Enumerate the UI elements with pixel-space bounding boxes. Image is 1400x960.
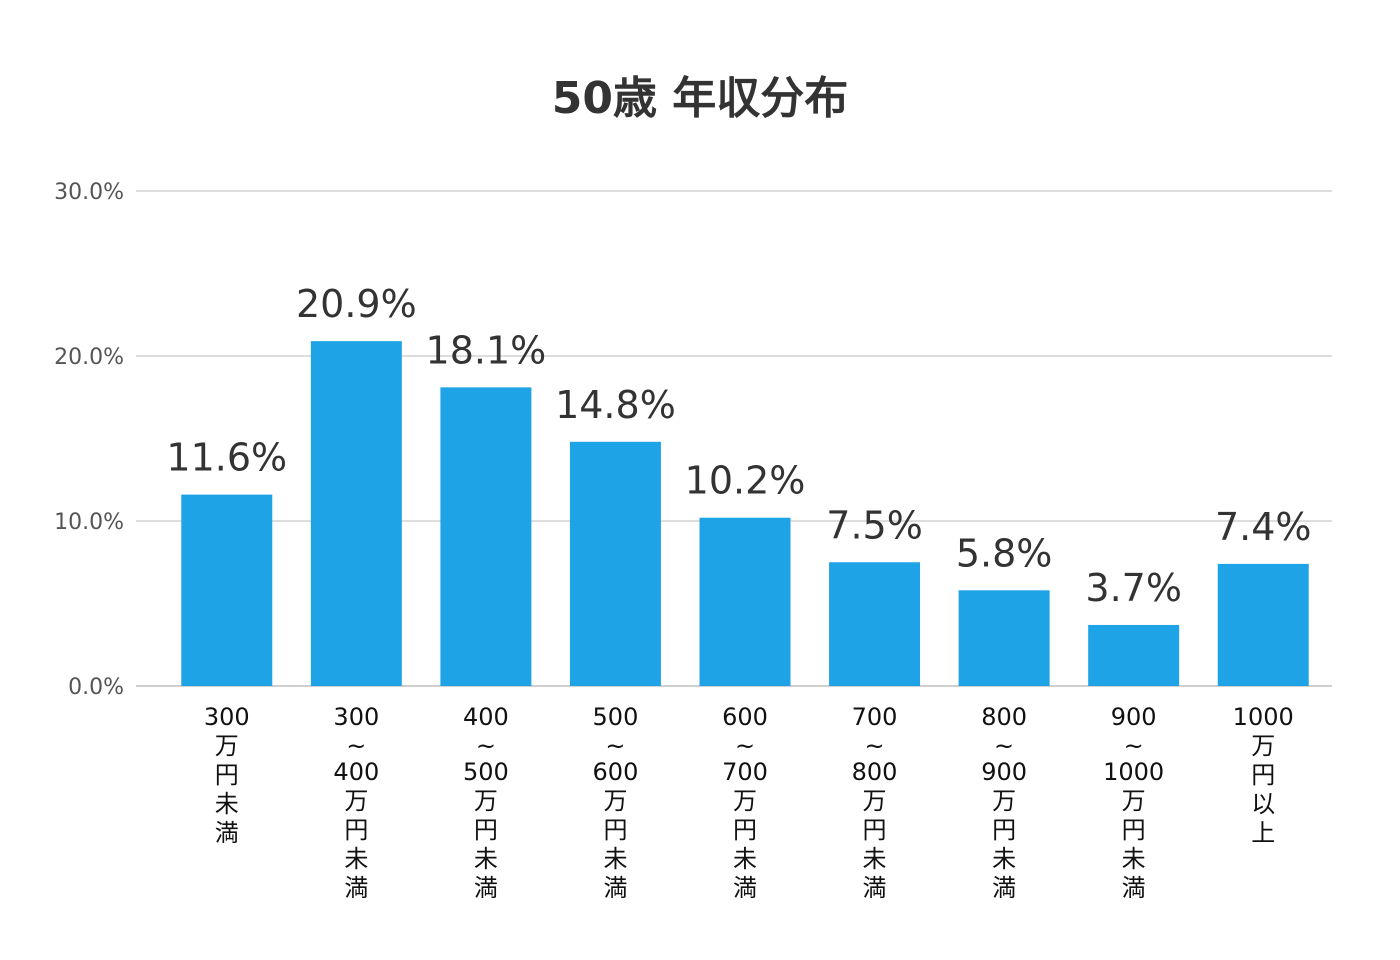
x-tick-label: 1000 — [1103, 758, 1164, 786]
x-tick-label: 満 — [474, 874, 498, 902]
x-tick-label: 未 — [1122, 845, 1146, 873]
x-tick-label: 万 — [603, 787, 627, 815]
x-tick-label: ~ — [735, 732, 755, 760]
x-tick-label: 以 — [1251, 790, 1275, 818]
x-tick-label: 円 — [863, 816, 887, 844]
x-tick-label: ~ — [865, 732, 885, 760]
x-tick-label: 円 — [992, 816, 1016, 844]
data-label: 3.7% — [1085, 566, 1182, 610]
y-tick-label: 0.0% — [68, 675, 124, 700]
y-tick-label: 10.0% — [54, 510, 124, 535]
x-tick-label: 未 — [992, 845, 1016, 873]
data-label: 18.1% — [426, 328, 547, 372]
x-tick-label: 900 — [981, 758, 1027, 786]
x-tick-label: ~ — [1124, 732, 1144, 760]
data-label: 10.2% — [685, 459, 806, 503]
x-tick-label: 400 — [463, 703, 509, 731]
x-tick-label: 上 — [1251, 819, 1275, 847]
x-tick-label: 満 — [603, 874, 627, 902]
data-label: 7.4% — [1215, 505, 1312, 549]
x-tick-label: 万 — [733, 787, 757, 815]
x-tick-label: 円 — [1122, 816, 1146, 844]
bar — [829, 562, 921, 686]
bar — [569, 441, 661, 686]
x-tick-label: 円 — [474, 816, 498, 844]
x-tick-label: 300 — [333, 703, 379, 731]
x-tick-label: 円 — [1251, 761, 1275, 789]
x-tick-label: 万 — [474, 787, 498, 815]
x-tick-label: 300 — [204, 703, 250, 731]
x-tick-label: 800 — [981, 703, 1027, 731]
data-label: 20.9% — [296, 282, 417, 326]
bar — [1217, 563, 1309, 686]
bar — [440, 387, 532, 686]
x-tick-label: 万 — [992, 787, 1016, 815]
x-tick-label: ~ — [476, 732, 496, 760]
x-tick-label: 未 — [474, 845, 498, 873]
x-tick-label: 700 — [852, 703, 898, 731]
x-tick-label: 満 — [1122, 874, 1146, 902]
x-tick-label: ~ — [346, 732, 366, 760]
x-tick-label: 700 — [722, 758, 768, 786]
x-tick-label: 円 — [603, 816, 627, 844]
data-label: 5.8% — [956, 531, 1053, 575]
data-label: 14.8% — [555, 383, 676, 427]
chart-title: 50歳 年収分布 — [551, 73, 849, 124]
x-tick-label: ~ — [994, 732, 1014, 760]
x-tick-label: 400 — [333, 758, 379, 786]
y-tick-label: 30.0% — [54, 180, 124, 205]
x-tick-label: 1000 — [1233, 703, 1294, 731]
x-tick-label: 満 — [863, 874, 887, 902]
x-tick-label: 万 — [1122, 787, 1146, 815]
data-label: 11.6% — [166, 436, 287, 480]
x-tick-label: 満 — [215, 819, 239, 847]
bar — [181, 494, 273, 686]
x-tick-label: 900 — [1111, 703, 1157, 731]
x-tick-label: 600 — [593, 758, 639, 786]
x-tick-label: 円 — [733, 816, 757, 844]
x-tick-label: 600 — [722, 703, 768, 731]
x-tick-label: 万 — [1251, 732, 1275, 760]
bar — [1088, 624, 1180, 686]
x-tick-label: 万 — [863, 787, 887, 815]
x-tick-label: 満 — [344, 874, 368, 902]
x-tick-label: 満 — [992, 874, 1016, 902]
x-tick-label: 円 — [344, 816, 368, 844]
bar — [958, 590, 1050, 686]
x-tick-label: 800 — [852, 758, 898, 786]
x-tick-label: 未 — [733, 845, 757, 873]
x-tick-label: 円 — [215, 761, 239, 789]
y-tick-label: 20.0% — [54, 345, 124, 370]
x-tick-label: 未 — [215, 790, 239, 818]
x-tick-label: 万 — [215, 732, 239, 760]
x-tick-label: ~ — [605, 732, 625, 760]
x-tick-label: 万 — [344, 787, 368, 815]
x-tick-label: 未 — [863, 845, 887, 873]
x-tick-label: 未 — [344, 845, 368, 873]
x-tick-label: 未 — [603, 845, 627, 873]
data-label: 7.5% — [826, 503, 923, 547]
bar — [699, 517, 791, 686]
x-tick-label: 500 — [463, 758, 509, 786]
x-tick-label: 500 — [593, 703, 639, 731]
x-tick-label: 満 — [733, 874, 757, 902]
bar — [310, 341, 402, 686]
